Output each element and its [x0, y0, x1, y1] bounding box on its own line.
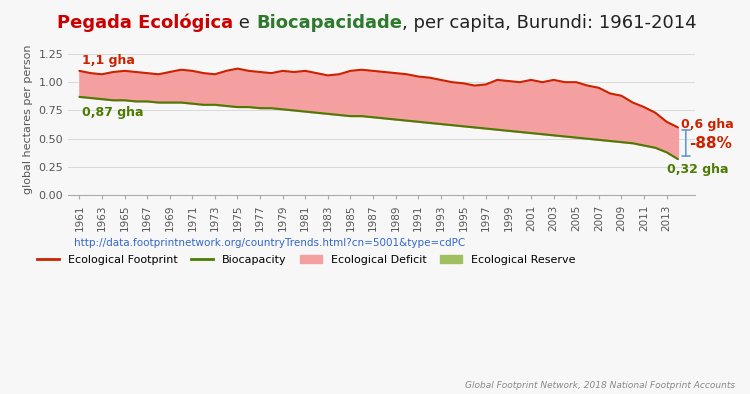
- Text: e: e: [233, 14, 256, 32]
- Text: 0,32 gha: 0,32 gha: [667, 163, 728, 176]
- Text: http://data.footprintnetwork.org/countryTrends.html?cn=5001&type=cdPC: http://data.footprintnetwork.org/country…: [74, 238, 466, 248]
- Legend: Ecological Footprint, Biocapacity, Ecological Deficit, Ecological Reserve: Ecological Footprint, Biocapacity, Ecolo…: [32, 250, 580, 269]
- Text: -88%: -88%: [689, 136, 732, 151]
- Text: 0,6 gha: 0,6 gha: [681, 117, 734, 130]
- Text: Pegada Ecológica: Pegada Ecológica: [57, 14, 233, 32]
- Text: 1,1 gha: 1,1 gha: [82, 54, 134, 67]
- Text: 0,87 gha: 0,87 gha: [82, 106, 143, 119]
- Text: Global Footprint Network, 2018 National Footprint Accounts: Global Footprint Network, 2018 National …: [465, 381, 735, 390]
- Y-axis label: global hectares per person: global hectares per person: [23, 44, 33, 194]
- Text: Biocapacidade: Biocapacidade: [256, 14, 402, 32]
- Text: , per capita, Burundi: 1961-2014: , per capita, Burundi: 1961-2014: [402, 14, 697, 32]
